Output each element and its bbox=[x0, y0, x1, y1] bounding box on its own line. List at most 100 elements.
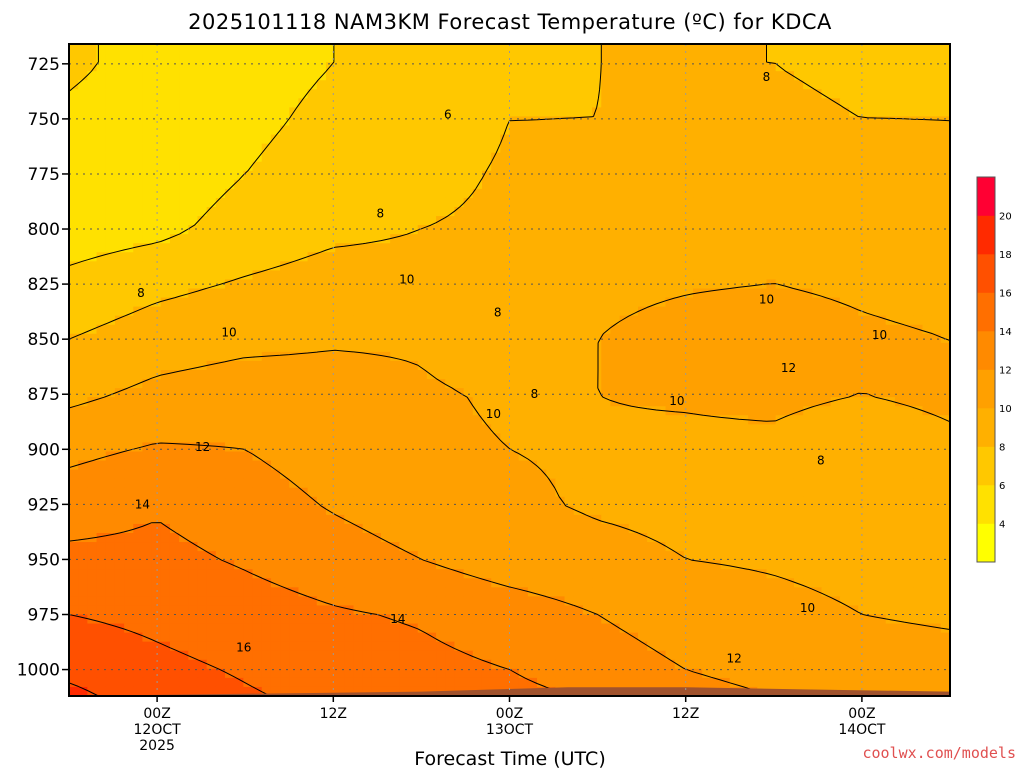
heat-cell bbox=[537, 415, 547, 425]
heat-cell bbox=[335, 71, 345, 81]
heat-cell bbox=[803, 179, 813, 190]
heat-cell bbox=[151, 152, 162, 163]
heat-cell bbox=[280, 370, 290, 380]
heat-cell bbox=[757, 89, 768, 99]
heat-cell bbox=[362, 89, 373, 99]
heat-cell bbox=[775, 433, 786, 444]
heat-cell bbox=[500, 351, 511, 362]
heat-cell bbox=[454, 451, 465, 462]
heat-cell bbox=[894, 433, 905, 444]
heat-cell bbox=[408, 469, 419, 480]
heat-cell bbox=[325, 342, 336, 353]
heat-cell bbox=[582, 107, 593, 118]
heat-cell bbox=[491, 161, 501, 172]
heat-cell bbox=[619, 460, 630, 471]
heat-cell bbox=[325, 152, 336, 163]
heat-cell bbox=[601, 433, 612, 444]
heat-cell bbox=[335, 261, 345, 271]
heat-cell bbox=[573, 397, 584, 407]
heat-cell bbox=[867, 270, 878, 281]
heat-cell bbox=[225, 44, 235, 54]
heat-cell bbox=[325, 496, 336, 507]
heat-cell bbox=[454, 243, 465, 253]
heat-cell bbox=[766, 170, 777, 181]
heat-cell bbox=[215, 406, 226, 416]
heat-cell bbox=[720, 62, 731, 72]
heat-cell bbox=[904, 207, 914, 217]
heat-cell bbox=[628, 288, 639, 299]
heat-cell bbox=[693, 80, 703, 90]
heat-cell bbox=[436, 270, 446, 281]
heat-cell bbox=[711, 360, 722, 371]
heat-cell bbox=[738, 234, 749, 244]
heat-cell bbox=[188, 469, 199, 480]
heat-cell bbox=[105, 424, 116, 434]
heat-cell bbox=[546, 89, 556, 99]
heat-cell bbox=[867, 505, 878, 516]
heat-cell bbox=[720, 152, 731, 163]
heat-cell bbox=[913, 170, 924, 181]
heat-cell bbox=[674, 451, 685, 462]
heat-cell bbox=[289, 89, 300, 99]
heat-cell bbox=[766, 62, 777, 72]
heat-cell bbox=[87, 89, 98, 99]
heat-cell bbox=[252, 324, 263, 335]
heat-cell bbox=[234, 424, 244, 434]
heat-cell bbox=[142, 333, 153, 344]
heat-cell bbox=[289, 197, 300, 208]
heat-cell bbox=[729, 424, 740, 434]
heat-cell bbox=[757, 415, 768, 425]
heat-cell bbox=[399, 44, 410, 54]
heat-cell bbox=[637, 170, 648, 181]
heat-cell bbox=[637, 125, 648, 136]
heat-cell bbox=[702, 451, 712, 462]
heat-cell bbox=[702, 388, 712, 398]
heat-cell bbox=[225, 288, 235, 299]
heat-cell bbox=[114, 134, 125, 145]
heat-cell bbox=[169, 188, 180, 199]
heat-cell bbox=[619, 243, 630, 253]
heat-cell bbox=[280, 80, 290, 90]
heat-cell bbox=[555, 179, 566, 190]
heat-cell bbox=[215, 188, 226, 199]
heat-cell bbox=[619, 152, 630, 163]
heat-cell bbox=[582, 315, 593, 326]
heat-cell bbox=[325, 415, 336, 425]
heat-cell bbox=[417, 324, 428, 335]
heat-cell bbox=[592, 297, 602, 308]
heat-cell bbox=[656, 125, 667, 136]
heat-cell bbox=[96, 460, 107, 471]
heat-cell bbox=[573, 134, 584, 145]
heat-cell bbox=[463, 161, 474, 172]
heat-cell bbox=[683, 478, 694, 489]
heat-cell bbox=[518, 143, 529, 154]
heat-cell bbox=[491, 496, 501, 507]
heat-cell bbox=[738, 89, 749, 99]
heat-cell bbox=[720, 351, 731, 362]
heat-cell bbox=[179, 469, 189, 480]
heat-cell bbox=[518, 252, 529, 262]
heat-cell bbox=[940, 261, 950, 271]
heat-cell bbox=[78, 152, 88, 163]
heat-cell bbox=[711, 261, 722, 271]
heat-cell bbox=[316, 351, 327, 362]
heat-cell bbox=[270, 324, 281, 335]
heat-cell bbox=[500, 71, 511, 81]
heat-cell bbox=[436, 487, 446, 498]
heat-cell bbox=[399, 433, 410, 444]
heat-cell bbox=[234, 143, 244, 154]
heat-cell bbox=[362, 342, 373, 353]
heat-cell bbox=[876, 460, 887, 471]
heat-cell bbox=[270, 116, 281, 127]
heat-cell bbox=[821, 152, 832, 163]
heat-cell bbox=[344, 188, 355, 199]
heat-cell bbox=[757, 324, 768, 335]
heat-cell bbox=[381, 487, 391, 498]
heat-cell bbox=[69, 279, 79, 290]
heat-cell bbox=[335, 351, 345, 362]
heat-cell bbox=[610, 134, 621, 145]
heat-cell bbox=[757, 71, 768, 81]
heat-cell bbox=[105, 62, 116, 72]
heat-cell bbox=[665, 179, 676, 190]
heat-cell bbox=[812, 107, 823, 118]
